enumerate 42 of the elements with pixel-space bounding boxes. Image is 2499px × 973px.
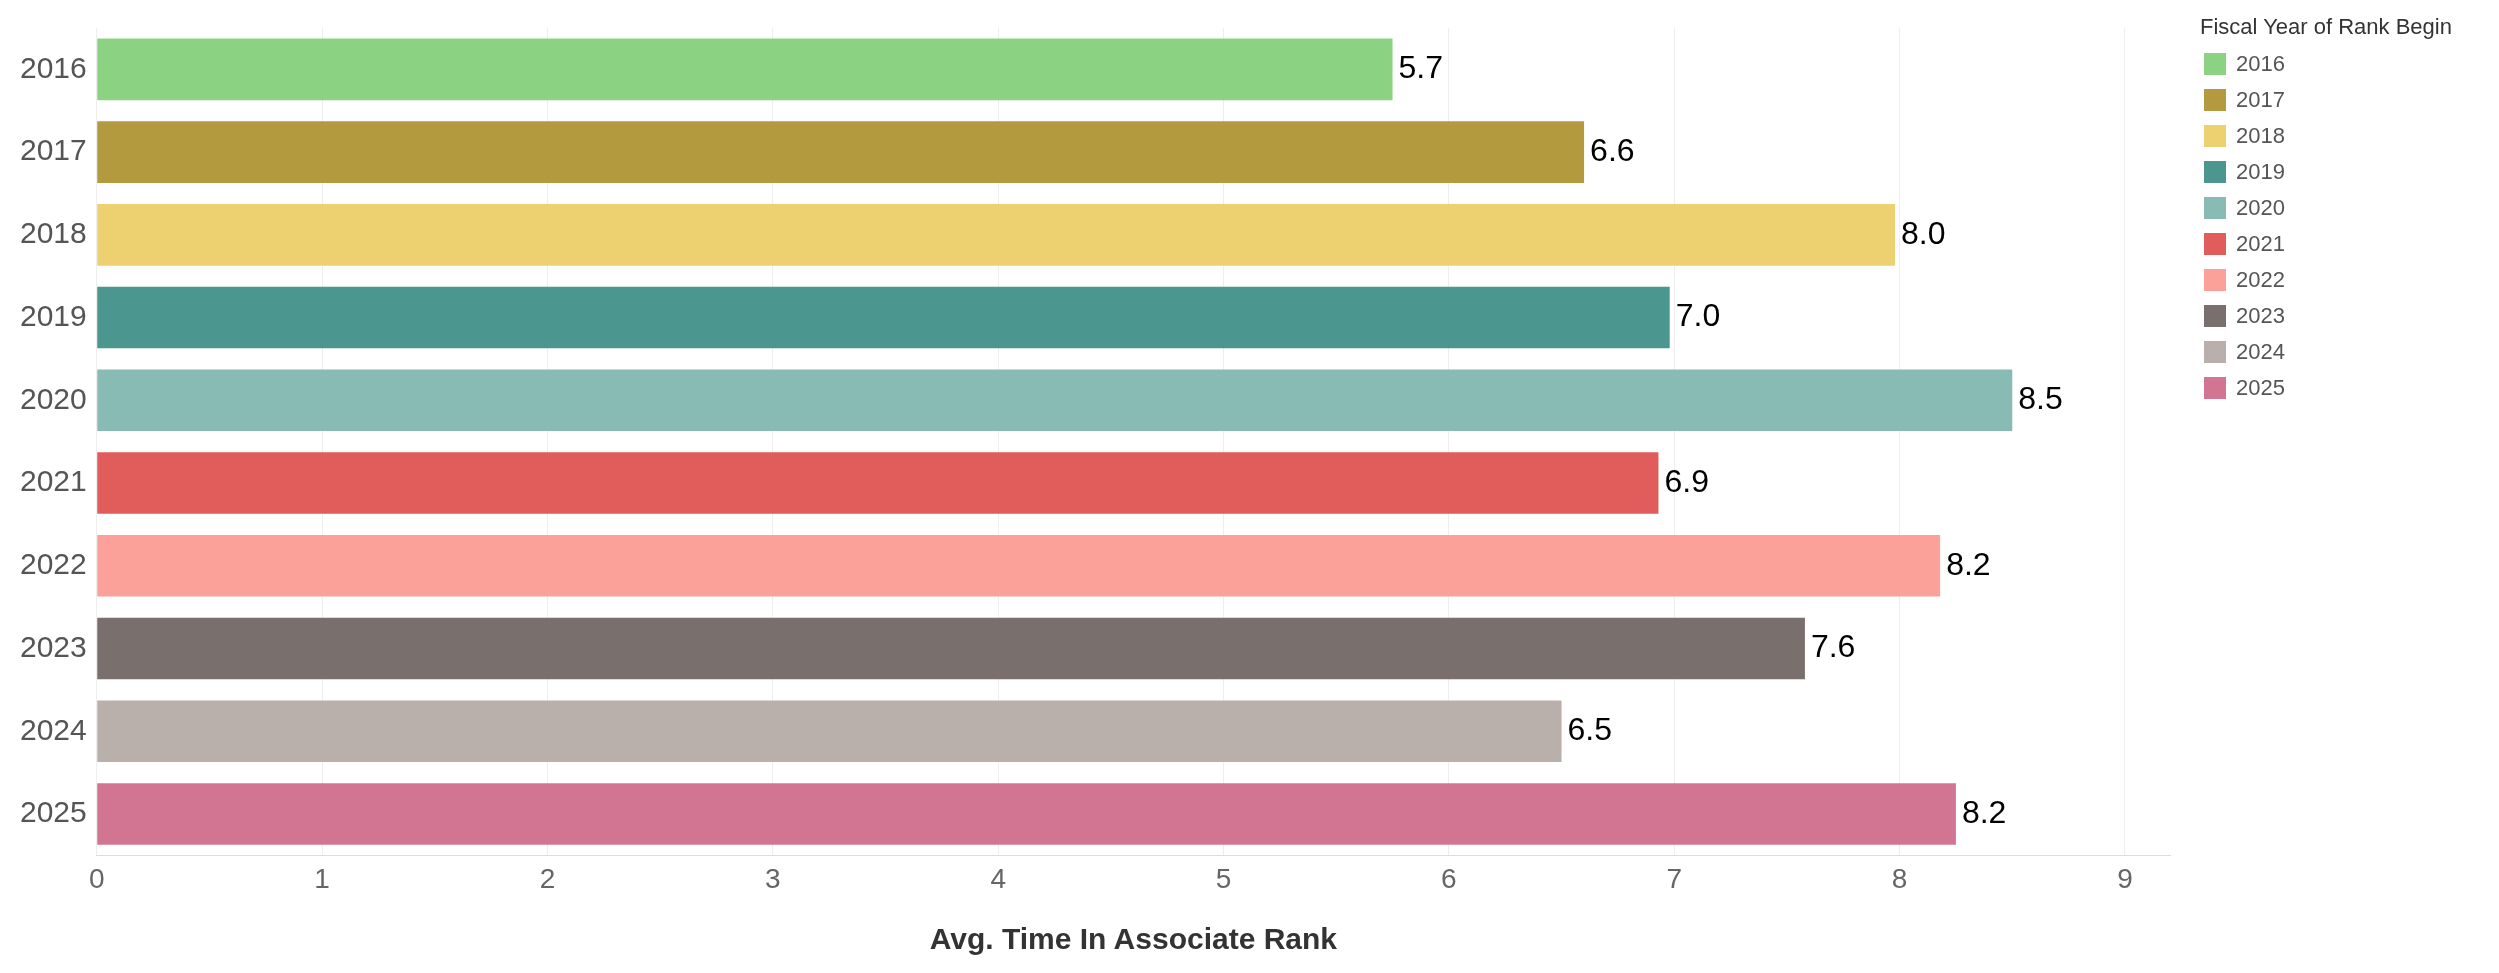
y-tick-label: 2016	[19, 50, 87, 84]
data-label: 7.6	[1810, 628, 1856, 665]
x-tick-label: 3	[765, 862, 781, 894]
data-label: 8.2	[1961, 793, 2007, 830]
legend-label: 2022	[2236, 267, 2285, 293]
y-tick-label: 2023	[19, 629, 87, 663]
legend-title: Fiscal Year of Rank Begin	[2200, 14, 2453, 40]
data-label: 8.2	[1946, 545, 1991, 582]
x-tick-label: 8	[1891, 862, 1908, 894]
x-tick-label: 7	[1666, 862, 1683, 894]
legend-label: 2025	[2236, 375, 2285, 401]
y-tick-label: 2024	[19, 712, 87, 746]
legend-label: 2021	[2236, 231, 2285, 257]
x-tick-label: 5	[1215, 862, 1232, 894]
y-tick-label: 2025	[19, 795, 87, 829]
legend-label: 2020	[2236, 195, 2285, 221]
legend-label: 2024	[2236, 339, 2285, 365]
x-axis-title: Avg. Time In Associate Rank	[929, 922, 1338, 956]
data-label: 6.9	[1664, 462, 1709, 499]
x-tick-label: 1	[314, 862, 330, 894]
y-tick-label: 2018	[19, 216, 87, 250]
y-tick-label: 2022	[19, 547, 87, 581]
data-label: 8.5	[2018, 380, 2063, 417]
data-label: 7.0	[1675, 297, 1721, 334]
data-label: 6.6	[1590, 131, 1635, 168]
legend-label: 2019	[2236, 159, 2285, 185]
x-tick-label: 2	[539, 862, 556, 894]
data-label: 6.5	[1567, 711, 1613, 748]
legend-label: 2016	[2236, 51, 2285, 77]
x-tick-label: 4	[990, 862, 1006, 894]
data-label: 5.7	[1398, 49, 1444, 86]
legend-label: 2023	[2236, 303, 2285, 329]
y-tick-label: 2017	[19, 133, 87, 167]
legend-label: 2018	[2236, 123, 2285, 149]
y-tick-label: 2019	[19, 298, 87, 332]
x-tick-label: 9	[2117, 862, 2133, 894]
x-tick-label: 6	[1441, 862, 1457, 894]
x-tick-label: 0	[88, 862, 105, 894]
y-tick-label: 2020	[19, 381, 87, 415]
data-label: 8.0	[1901, 214, 1946, 251]
legend-label: 2017	[2236, 87, 2285, 113]
y-tick-label: 2021	[19, 464, 87, 498]
